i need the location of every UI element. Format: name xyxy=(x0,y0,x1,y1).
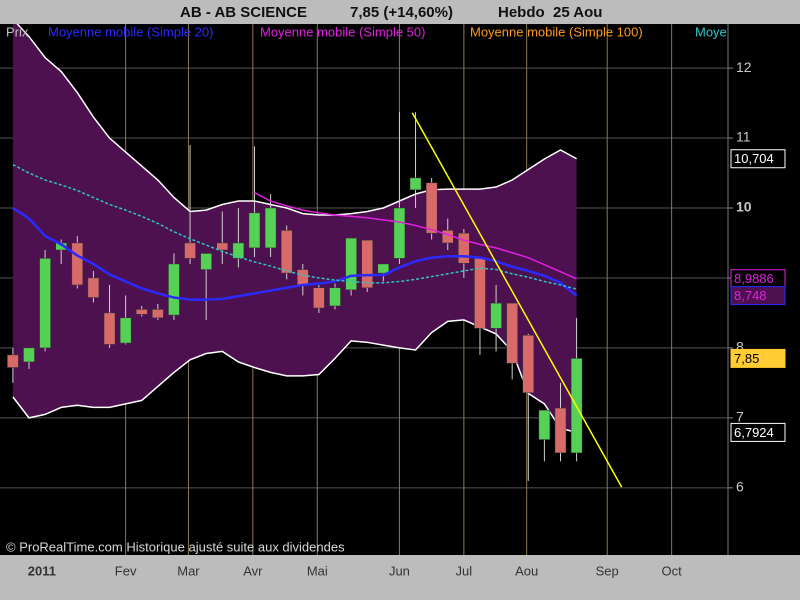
axes: 67891011122011FevMarAvrMaiJunJulAouSepOc… xyxy=(28,59,786,578)
value-box xyxy=(730,422,786,442)
candle-body xyxy=(71,242,84,286)
period: Hebdo 25 Aou xyxy=(498,4,602,21)
candle-body xyxy=(23,347,35,363)
candle-body xyxy=(119,317,132,344)
candle-body xyxy=(409,177,422,191)
legend-item: Moye xyxy=(695,24,727,39)
legend-item: Moyenne mobile (Simple 50) xyxy=(260,24,425,39)
legend-item: Moyenne mobile (Simple 20) xyxy=(48,24,213,39)
candle-body xyxy=(458,232,470,264)
credit: © ProRealTime.com Historique ajusté suit… xyxy=(6,539,345,554)
candle-body xyxy=(39,258,51,349)
x-tick-label: Jun xyxy=(389,563,410,578)
legend-item: Moyenne mobile (Simple 100) xyxy=(470,24,643,39)
value-label: 6,7924 xyxy=(734,425,774,440)
candle-body xyxy=(184,242,196,259)
candle-body xyxy=(200,253,212,270)
price: 7,85 (+14,60%) xyxy=(350,4,453,21)
value-box xyxy=(730,149,786,169)
x-tick-label: Jul xyxy=(456,563,473,578)
x-tick-label: Fev xyxy=(115,563,137,578)
candle-body xyxy=(490,302,502,329)
y-tick-label: 6 xyxy=(736,479,744,495)
candle-body xyxy=(232,242,245,259)
y-tick-label: 11 xyxy=(736,129,751,145)
band-area xyxy=(12,24,577,433)
y-tick-label: 7 xyxy=(736,409,744,425)
candle-body xyxy=(522,335,535,393)
x-tick-label: Aou xyxy=(515,563,538,578)
ma-line xyxy=(12,206,578,301)
candle-body xyxy=(87,277,100,298)
value-label: 10,704 xyxy=(734,151,774,166)
x-tick-label: Oct xyxy=(662,563,683,578)
x-tick-label: Avr xyxy=(243,563,263,578)
candle-body xyxy=(152,309,164,319)
plot xyxy=(7,24,623,488)
candle-body xyxy=(168,263,180,316)
x-tick-label: Sep xyxy=(596,563,619,578)
y-tick-label: 8 xyxy=(736,339,744,355)
candle-body xyxy=(377,263,390,274)
value-box xyxy=(730,348,786,368)
candle-body xyxy=(361,239,373,289)
candle-body xyxy=(329,287,341,307)
value-label: 8,748 xyxy=(734,288,767,303)
trendline xyxy=(411,112,623,488)
candle-body xyxy=(264,207,277,249)
y-tick-label: 10 xyxy=(736,199,752,215)
candle-body xyxy=(297,269,309,286)
x-axis-bar xyxy=(0,555,800,600)
value-box xyxy=(730,286,786,306)
value-label: 7,85 xyxy=(734,351,759,366)
candle-body xyxy=(103,312,116,345)
x-tick-label: 2011 xyxy=(28,563,56,578)
candle-body xyxy=(248,212,261,249)
band-upper xyxy=(16,24,577,216)
candle-body xyxy=(280,230,293,274)
candle-body xyxy=(135,309,148,315)
candle-body xyxy=(7,354,19,368)
candle-body xyxy=(393,207,406,259)
candle-body xyxy=(425,182,438,234)
x-tick-label: Mai xyxy=(307,563,328,578)
title-bar xyxy=(0,0,800,24)
candle-body xyxy=(538,409,551,440)
ma-line xyxy=(254,191,577,280)
candle-body xyxy=(345,237,357,291)
candle-body xyxy=(506,302,518,364)
candle-body xyxy=(554,407,567,454)
candle-body xyxy=(313,287,325,309)
candle-body xyxy=(216,242,229,251)
value-label: 8,9886 xyxy=(734,271,774,286)
y-tick-label: 12 xyxy=(736,59,752,75)
chart-title: AB - AB SCIENCE xyxy=(180,4,307,21)
x-tick-label: Mar xyxy=(177,563,200,578)
ma-line xyxy=(12,163,577,290)
legend-item: Prix xyxy=(6,24,29,39)
